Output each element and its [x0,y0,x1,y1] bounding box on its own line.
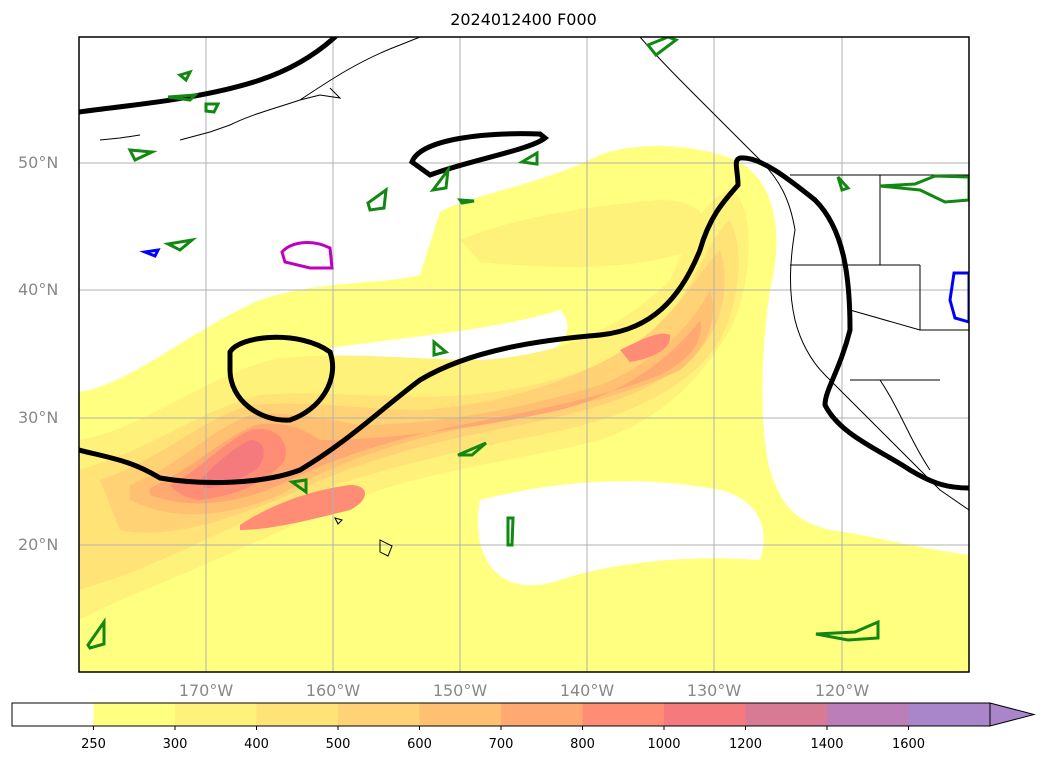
map-title: 2024012400 F000 [450,10,597,29]
ivt-band-700 [150,320,701,504]
us-states [790,174,969,381]
lat-label-20n: 20°N [18,535,59,554]
contour-main [79,155,969,491]
baja-peninsula [879,379,931,471]
colorbar-segment [12,703,94,726]
colorbar-segment [338,703,420,726]
lon-label-120w: 120°W [814,681,870,700]
lat-label-50n: 50°N [18,153,59,172]
us-west-coast [759,159,969,511]
colorbar-tick-label: 250 [81,737,106,752]
colorbar-tick-label: 1600 [891,737,926,752]
height-contours [79,37,969,491]
ivt-band-1000 [200,440,264,488]
colorbar-segment [827,703,909,726]
ivt-gap-south [478,481,764,586]
contour-north [79,37,338,115]
precip-contours [86,37,969,650]
blue-contour-small [139,248,161,258]
lon-label-140w: 140°W [559,681,615,700]
hawaii-islands [334,517,393,557]
lon-label-130w: 130°W [686,681,742,700]
colorbar-segment [93,703,176,726]
colorbar-tick-label: 700 [488,737,514,752]
colorbar-segment [582,703,665,726]
colorbar-segment [664,703,746,726]
contour-closed-north [409,131,550,178]
colorbar-segment [908,703,991,726]
colorbar-tick-label: 1200 [728,737,763,752]
colorbar-segment [501,703,583,726]
lon-label-160w: 160°W [305,681,361,700]
colorbar-tick-label: 600 [407,737,432,752]
alaska-coast [99,37,421,141]
colorbar-segment [256,703,339,726]
colorbar-tick-label: 800 [570,737,595,752]
bc-coast [639,37,761,161]
colorbar-segment [175,703,257,726]
lat-label-40n: 40°N [18,280,59,299]
colorbar-extend-arrow [989,702,1036,727]
colorbar-tick-label: 1400 [810,737,844,752]
lat-label-30n: 30°N [18,408,59,427]
colorbar-tick-label: 1000 [647,737,681,752]
lon-label-150w: 150°W [432,681,488,700]
colorbar-tick-label: 500 [325,737,351,752]
map-frame [78,36,970,673]
colorbar-segment [745,703,828,726]
ivt-shading [79,145,969,672]
magenta-contour [280,241,334,270]
colorbar-tick-label: 300 [162,737,188,752]
coastlines [99,37,969,557]
blue-contour [948,271,969,324]
colorbar-tick-label: 400 [244,737,269,752]
contour-closed-low [227,334,336,423]
ivt-band-upper-300 [460,200,705,267]
ivt-band-800-c [620,333,671,362]
colorbar-segment [419,703,502,726]
colorbar [11,702,1036,730]
lon-label-170w: 170°W [178,681,234,700]
ivt-band-800-b [240,485,365,530]
